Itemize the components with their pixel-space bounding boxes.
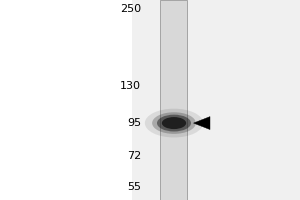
- Ellipse shape: [157, 115, 191, 131]
- Polygon shape: [194, 117, 210, 130]
- Text: 250: 250: [120, 4, 141, 14]
- Bar: [132, 0, 300, 200]
- Bar: [160, 0, 188, 200]
- Text: 130: 130: [120, 81, 141, 91]
- Text: 55: 55: [127, 182, 141, 192]
- Text: 95: 95: [127, 118, 141, 128]
- Ellipse shape: [145, 109, 203, 137]
- Ellipse shape: [162, 117, 186, 129]
- Text: 72: 72: [127, 151, 141, 161]
- Ellipse shape: [152, 112, 196, 134]
